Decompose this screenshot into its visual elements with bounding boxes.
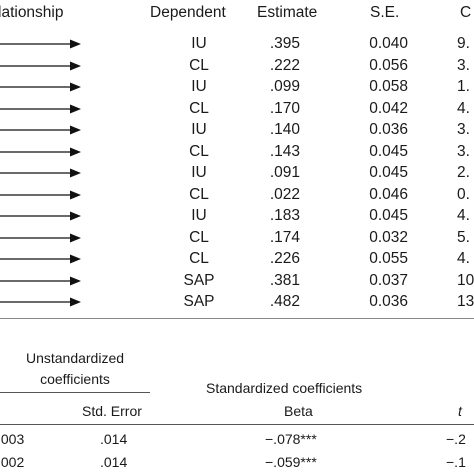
coefficients-heading: coefficients bbox=[40, 371, 110, 387]
relationship-arrow-icon bbox=[0, 82, 81, 92]
dependent-cell: CL bbox=[189, 229, 209, 246]
dependent-cell: SAP bbox=[183, 272, 215, 289]
se-cell: 0.040 bbox=[369, 35, 408, 52]
se-cell: 0.042 bbox=[369, 100, 408, 117]
estimate-cell: .091 bbox=[269, 164, 300, 181]
row1-beta: −.078*** bbox=[265, 431, 317, 447]
dependent-cell: SAP bbox=[183, 293, 215, 310]
standardized-heading: Standardized coefficients bbox=[206, 380, 363, 396]
header-cr: C bbox=[460, 4, 472, 21]
estimate-cell: .143 bbox=[269, 143, 300, 160]
header-se: S.E. bbox=[370, 4, 400, 21]
cr-cell: 9. bbox=[457, 35, 470, 52]
section-divider bbox=[0, 318, 474, 319]
se-cell: 0.056 bbox=[369, 57, 408, 74]
cr-cell: 10. bbox=[457, 272, 474, 289]
row1-b: .003 bbox=[0, 431, 25, 447]
row1-se: .014 bbox=[100, 431, 128, 447]
dependent-cell: IU bbox=[191, 121, 207, 138]
cr-cell: 3. bbox=[457, 121, 470, 138]
relationship-arrow-icon bbox=[0, 233, 81, 243]
relationship-arrow-icon bbox=[0, 61, 81, 71]
beta-heading: Beta bbox=[284, 403, 313, 419]
estimate-cell: .222 bbox=[269, 57, 300, 74]
relationship-arrow-icon bbox=[0, 211, 81, 221]
cr-cell: 3. bbox=[457, 57, 470, 74]
unstandardized-heading: Unstandardized bbox=[25, 350, 125, 366]
dependent-cell: IU bbox=[191, 35, 207, 52]
dependent-cell: CL bbox=[189, 143, 209, 160]
estimate-cell: .099 bbox=[269, 78, 300, 95]
cr-cell: 0. bbox=[457, 186, 470, 203]
relationship-arrow-icon bbox=[0, 168, 81, 178]
cr-cell: 4. bbox=[457, 100, 470, 117]
se-cell: 0.045 bbox=[369, 143, 408, 160]
row2-t: −.1 bbox=[446, 454, 466, 470]
std-error-heading: Std. Error bbox=[82, 403, 142, 419]
relationship-arrow-icon bbox=[0, 39, 81, 49]
estimate-cell: .395 bbox=[269, 35, 300, 52]
cr-cell: 1. bbox=[457, 78, 470, 95]
cr-cell: 13. bbox=[457, 293, 474, 310]
cr-cell: 4. bbox=[457, 207, 470, 224]
cr-cell: 2. bbox=[457, 164, 470, 181]
estimate-cell: .174 bbox=[269, 229, 300, 246]
row1-t: −.2 bbox=[446, 431, 466, 447]
header-dependent: Dependent bbox=[150, 4, 226, 21]
cr-cell: 4. bbox=[457, 250, 470, 267]
estimate-cell: .226 bbox=[269, 250, 300, 267]
dependent-cell: CL bbox=[189, 100, 209, 117]
se-cell: 0.045 bbox=[369, 164, 408, 181]
dependent-cell: CL bbox=[189, 57, 209, 74]
cr-cell: 3. bbox=[457, 143, 470, 160]
relationship-arrow-icon bbox=[0, 297, 81, 307]
se-cell: 0.055 bbox=[369, 250, 408, 267]
se-cell: 0.045 bbox=[369, 207, 408, 224]
dependent-cell: CL bbox=[189, 250, 209, 267]
se-cell: 0.036 bbox=[369, 293, 408, 310]
header-relationship: lationship bbox=[0, 4, 64, 21]
bottom-header-rule bbox=[0, 424, 474, 425]
se-cell: 0.032 bbox=[369, 229, 408, 246]
estimate-cell: .170 bbox=[269, 100, 300, 117]
relationship-arrow-icon bbox=[0, 147, 81, 157]
relationship-arrow-icon bbox=[0, 276, 81, 286]
relationship-arrow-icon bbox=[0, 104, 81, 114]
row2-beta: −.059*** bbox=[265, 454, 317, 470]
relationship-arrow-icon bbox=[0, 254, 81, 264]
dependent-cell: CL bbox=[189, 186, 209, 203]
dependent-cell: IU bbox=[191, 164, 207, 181]
header-estimate: Estimate bbox=[257, 4, 318, 21]
estimate-cell: .381 bbox=[269, 272, 300, 289]
row2-se: .014 bbox=[100, 454, 128, 470]
estimate-cell: .022 bbox=[269, 186, 300, 203]
cr-cell: 5. bbox=[457, 229, 470, 246]
row2-b: .002 bbox=[0, 454, 25, 470]
se-cell: 0.036 bbox=[369, 121, 408, 138]
se-cell: 0.046 bbox=[369, 186, 408, 203]
relationship-arrow-icon bbox=[0, 125, 81, 135]
unstandardized-rule bbox=[0, 392, 150, 393]
t-heading: t bbox=[458, 403, 462, 419]
estimate-cell: .183 bbox=[269, 207, 300, 224]
se-cell: 0.037 bbox=[369, 272, 408, 289]
dependent-cell: IU bbox=[191, 207, 207, 224]
estimate-cell: .482 bbox=[269, 293, 300, 310]
se-cell: 0.058 bbox=[369, 78, 408, 95]
estimate-cell: .140 bbox=[269, 121, 300, 138]
dependent-cell: IU bbox=[191, 78, 207, 95]
relationship-arrow-icon bbox=[0, 190, 81, 200]
